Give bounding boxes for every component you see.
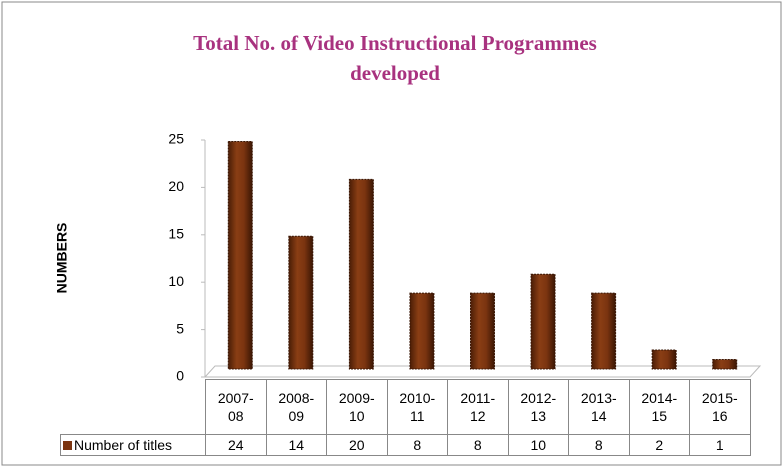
y-tick-label: 15 bbox=[168, 226, 184, 242]
value-cell: 8 bbox=[568, 434, 630, 456]
header-row: 2007-08 2008-09 2009-10 2010-11 2011-12 2012-… bbox=[60, 379, 751, 435]
value-cell: 1 bbox=[689, 434, 751, 456]
legend-swatch bbox=[63, 441, 72, 450]
category-cell: 2012-13 bbox=[507, 379, 569, 435]
bar bbox=[288, 235, 314, 370]
legend-label: Number of titles bbox=[74, 437, 173, 453]
bar bbox=[591, 292, 617, 370]
x-tick-label: 2011-12 bbox=[460, 390, 496, 424]
value-cell: 8 bbox=[386, 434, 448, 456]
value-cell: 8 bbox=[447, 434, 509, 456]
category-cell: 2013-14 bbox=[568, 379, 630, 435]
bar bbox=[530, 273, 556, 370]
x-tick-label: 2008-09 bbox=[278, 390, 315, 424]
category-cell: 2010-11 bbox=[386, 379, 448, 435]
value-cell: 14 bbox=[265, 434, 327, 456]
category-cell: 2015-16 bbox=[689, 379, 751, 435]
x-tick-label: 2010-11 bbox=[399, 390, 436, 424]
value-cell: 2 bbox=[628, 434, 690, 456]
bar bbox=[712, 359, 738, 370]
bar bbox=[227, 140, 253, 370]
y-axis-label: NUMBERS bbox=[54, 223, 70, 294]
bar bbox=[409, 292, 435, 370]
data-table: 2007-08 2008-09 2009-10 2010-11 2011-12 2012-… bbox=[60, 379, 751, 456]
x-tick-label: 2014-15 bbox=[641, 390, 678, 424]
category-cell: 2014-15 bbox=[628, 379, 690, 435]
y-tick-label: 5 bbox=[176, 320, 184, 336]
bar bbox=[348, 178, 374, 370]
value-cell: 10 bbox=[507, 434, 569, 456]
y-tick-label: 10 bbox=[168, 273, 184, 289]
category-cell: 2008-09 bbox=[265, 379, 327, 435]
chart-title: Total No. of Video Instructional Program… bbox=[193, 31, 597, 85]
y-tick-label: 20 bbox=[168, 178, 184, 194]
category-cell: 2009-10 bbox=[326, 379, 388, 435]
bar bbox=[651, 349, 677, 370]
legend-cell: Number of titles bbox=[60, 434, 206, 456]
blank-cell bbox=[60, 379, 206, 435]
y-tick-label: 25 bbox=[168, 131, 184, 147]
x-tick-label: 2012-13 bbox=[520, 390, 557, 424]
floor bbox=[203, 365, 762, 378]
x-tick-label: 2015-16 bbox=[701, 390, 738, 424]
category-cell: 2007-08 bbox=[205, 379, 267, 435]
x-tick-label: 2009-10 bbox=[338, 390, 375, 424]
bar bbox=[470, 292, 495, 370]
value-row: Number of titles 24 14 20 8 8 10 8 2 1 bbox=[60, 434, 751, 456]
x-tick-label: 2013-14 bbox=[580, 390, 617, 424]
value-cell: 20 bbox=[326, 434, 388, 456]
value-cell: 24 bbox=[205, 434, 267, 456]
x-tick-label: 2007-08 bbox=[217, 390, 254, 424]
y-tick-label: 0 bbox=[176, 368, 184, 384]
category-cell: 2011-12 bbox=[447, 379, 509, 435]
